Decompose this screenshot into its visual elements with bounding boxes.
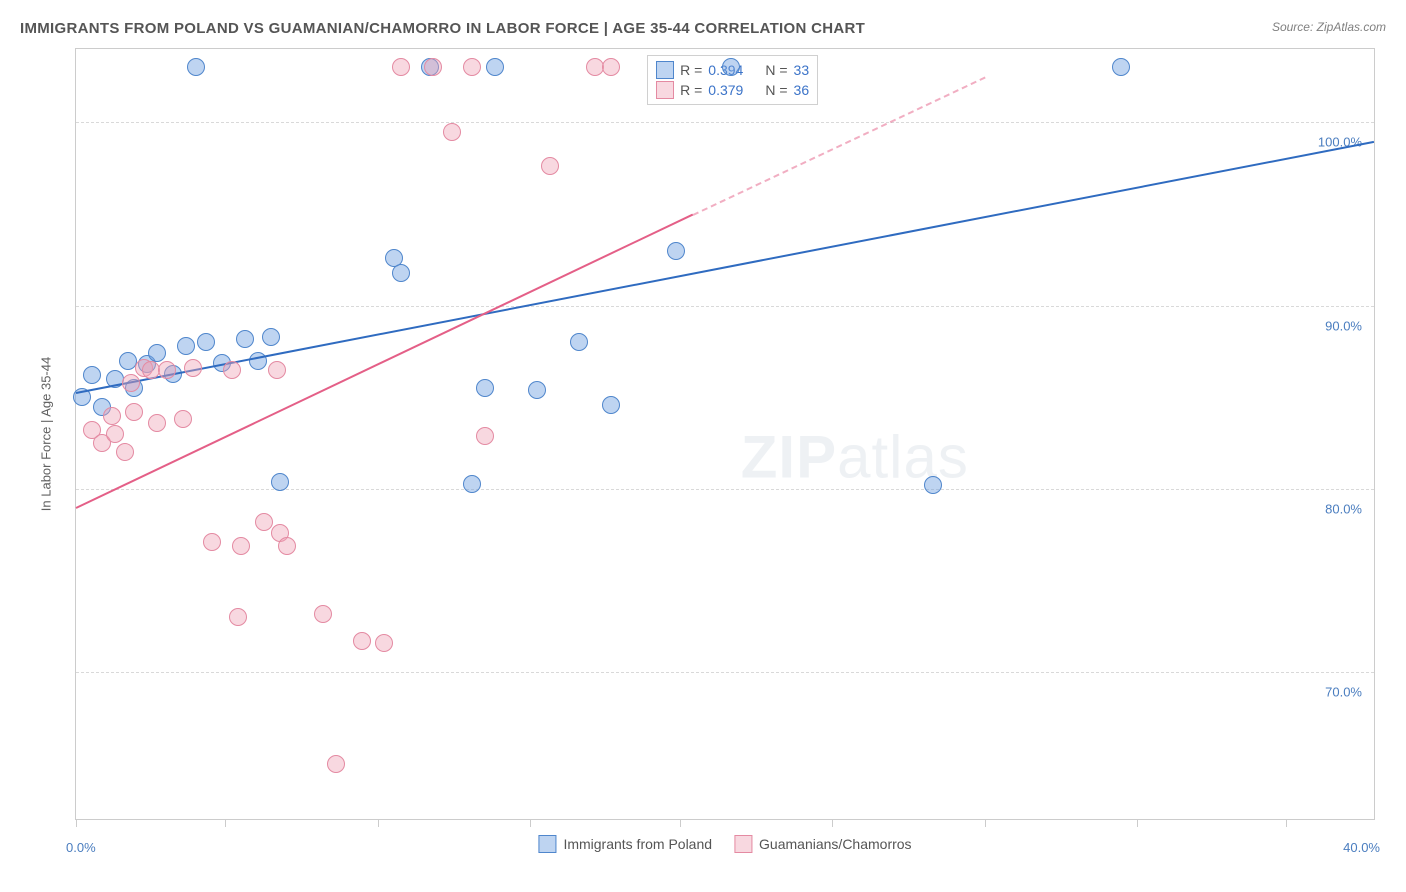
x-tick: [985, 819, 986, 827]
data-point-guam: [103, 407, 121, 425]
data-point-poland: [249, 352, 267, 370]
data-point-poland: [722, 58, 740, 76]
data-point-poland: [197, 333, 215, 351]
data-point-guam: [106, 425, 124, 443]
data-point-guam: [255, 513, 273, 531]
data-point-guam: [541, 157, 559, 175]
legend-corr-row-guam: R = 0.379 N = 36: [656, 80, 809, 100]
data-point-poland: [463, 475, 481, 493]
watermark-bold: ZIP: [741, 424, 837, 491]
data-point-guam: [375, 634, 393, 652]
x-tick: [680, 819, 681, 827]
data-point-poland: [486, 58, 504, 76]
legend-N-label: N =: [765, 82, 787, 98]
data-point-guam: [116, 443, 134, 461]
data-point-poland: [271, 473, 289, 491]
x-tick: [1286, 819, 1287, 827]
legend-swatch-guam: [656, 81, 674, 99]
data-point-guam: [174, 410, 192, 428]
data-point-poland: [1112, 58, 1130, 76]
x-tick: [76, 819, 77, 827]
data-point-guam: [602, 58, 620, 76]
gridline-h: [76, 672, 1374, 673]
data-point-guam: [184, 359, 202, 377]
y-axis-label: In Labor Force | Age 35-44: [39, 357, 54, 511]
x-tick: [378, 819, 379, 827]
legend-swatch-poland: [538, 835, 556, 853]
legend-N-label: N =: [765, 62, 787, 78]
data-point-guam: [278, 537, 296, 555]
data-point-guam: [314, 605, 332, 623]
data-point-poland: [667, 242, 685, 260]
data-point-guam: [353, 632, 371, 650]
data-point-poland: [602, 396, 620, 414]
data-point-poland: [392, 264, 410, 282]
data-point-poland: [177, 337, 195, 355]
data-point-poland: [83, 366, 101, 384]
x-tick: [530, 819, 531, 827]
data-point-guam: [392, 58, 410, 76]
source-attribution: Source: ZipAtlas.com: [1272, 20, 1386, 34]
data-point-guam: [476, 427, 494, 445]
x-min-label: 0.0%: [66, 840, 96, 855]
data-point-guam: [203, 533, 221, 551]
legend-swatch-guam: [734, 835, 752, 853]
data-point-guam: [158, 361, 176, 379]
data-point-guam: [463, 58, 481, 76]
data-point-poland: [236, 330, 254, 348]
gridline-h: [76, 306, 1374, 307]
x-tick: [225, 819, 226, 827]
data-point-guam: [148, 414, 166, 432]
data-point-poland: [148, 344, 166, 362]
data-point-guam: [424, 58, 442, 76]
x-tick: [1137, 819, 1138, 827]
legend-label: Guamanians/Chamorros: [759, 836, 912, 852]
x-max-label: 40.0%: [1343, 840, 1380, 855]
gridline-h: [76, 489, 1374, 490]
y-tick-label: 80.0%: [1325, 502, 1362, 517]
chart-title: IMMIGRANTS FROM POLAND VS GUAMANIAN/CHAM…: [20, 20, 1386, 37]
data-point-guam: [232, 537, 250, 555]
legend-swatch-poland: [656, 61, 674, 79]
legend-N-value: 33: [794, 62, 810, 78]
y-tick-label: 90.0%: [1325, 318, 1362, 333]
data-point-guam: [223, 361, 241, 379]
data-point-guam: [327, 755, 345, 773]
y-tick-label: 70.0%: [1325, 685, 1362, 700]
legend-label: Immigrants from Poland: [563, 836, 712, 852]
data-point-guam: [443, 123, 461, 141]
legend-R-label: R =: [680, 62, 702, 78]
data-point-poland: [262, 328, 280, 346]
trend-line: [76, 141, 1374, 394]
data-point-guam: [122, 374, 140, 392]
legend-item-poland: Immigrants from Poland: [538, 835, 712, 853]
data-point-poland: [528, 381, 546, 399]
watermark-light: atlas: [837, 424, 969, 491]
legend-R-label: R =: [680, 82, 702, 98]
data-point-poland: [924, 476, 942, 494]
data-point-poland: [187, 58, 205, 76]
legend-N-value: 36: [794, 82, 810, 98]
data-point-guam: [268, 361, 286, 379]
legend-R-value: 0.379: [708, 82, 743, 98]
data-point-poland: [570, 333, 588, 351]
legend-item-guam: Guamanians/Chamorros: [734, 835, 912, 853]
legend-series: Immigrants from Poland Guamanians/Chamorr…: [538, 835, 911, 853]
data-point-poland: [476, 379, 494, 397]
gridline-h: [76, 122, 1374, 123]
data-point-guam: [229, 608, 247, 626]
x-tick: [832, 819, 833, 827]
plot-area: In Labor Force | Age 35-44 ZIPatlas R =0…: [75, 48, 1375, 820]
chart-container: IMMIGRANTS FROM POLAND VS GUAMANIAN/CHAM…: [20, 20, 1386, 872]
data-point-guam: [125, 403, 143, 421]
